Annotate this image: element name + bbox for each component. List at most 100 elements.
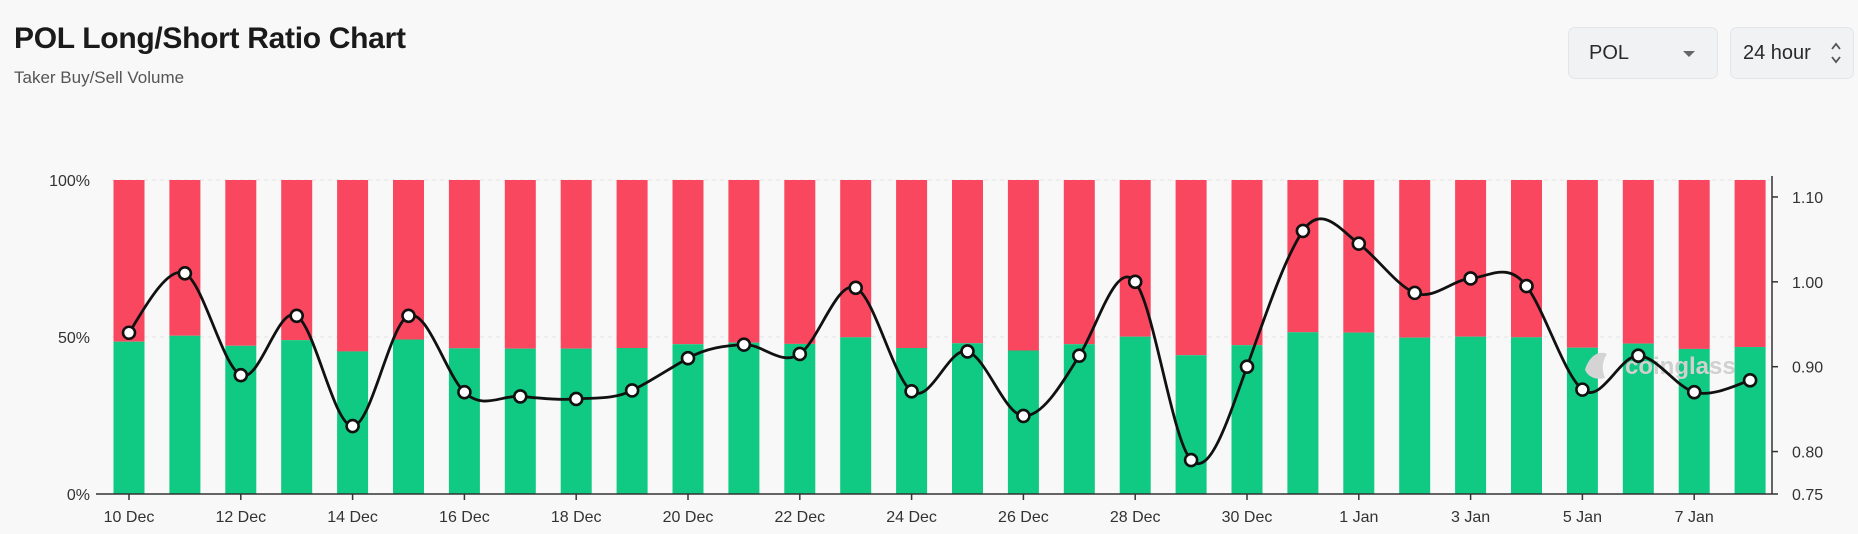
short-bar <box>1175 180 1207 356</box>
short-bar <box>1287 180 1319 333</box>
long-bar <box>169 335 201 494</box>
long-bar <box>1063 344 1095 494</box>
ratio-point <box>1295 223 1311 239</box>
symbol-select[interactable]: POL <box>1568 27 1718 79</box>
long-bar <box>1399 337 1431 494</box>
short-bar <box>1622 180 1654 344</box>
short-bar <box>840 180 872 338</box>
long-bar <box>1343 332 1375 494</box>
ratio-point <box>736 337 752 352</box>
ratio-point <box>1016 408 1031 424</box>
x-axis: 10 Dec 12 Dec 14 Dec 16 Dec 18 Dec 20 Dec 22 D… <box>96 493 1772 526</box>
ratio-point <box>345 418 360 434</box>
long-bar <box>1678 348 1710 494</box>
y-left-tick-label: 0% <box>67 487 90 504</box>
caret-down-icon <box>1683 51 1695 57</box>
y-left-tick-label: 50% <box>58 330 90 347</box>
ratio-point <box>1519 278 1534 294</box>
short-bar <box>504 180 536 349</box>
x-tick-label: 16 Dec <box>439 509 490 526</box>
long-bar <box>616 347 648 494</box>
short-bar <box>952 180 983 344</box>
x-tick-label: 30 Dec <box>1222 509 1273 526</box>
long-bar <box>784 343 816 494</box>
ratio-point <box>1351 236 1367 251</box>
ratio-point <box>1407 285 1422 301</box>
ratio-point <box>1631 348 1646 363</box>
x-tick-label: 18 Dec <box>551 509 602 526</box>
ratio-point <box>960 344 975 359</box>
long-bar <box>1175 355 1207 494</box>
ratio-point <box>457 384 472 400</box>
ratio-point <box>1575 382 1590 397</box>
ratio-line <box>127 217 1751 465</box>
long-bar <box>393 339 424 494</box>
ratio-point <box>177 266 193 281</box>
x-tick-label: 22 Dec <box>774 509 825 526</box>
x-tick-label: 14 Dec <box>327 509 378 526</box>
long-bar <box>1119 336 1151 494</box>
short-bar <box>1399 180 1431 338</box>
ratio-point <box>233 367 249 383</box>
short-bar <box>1063 180 1095 345</box>
long-bar <box>728 342 760 494</box>
updown-chevron-icon <box>1831 42 1841 64</box>
long-bar <box>1455 336 1487 494</box>
x-tick-label: 28 Dec <box>1110 509 1161 526</box>
ratio-points <box>121 223 1758 468</box>
y-axis-left: 0% 50% 100% <box>49 173 90 504</box>
ratio-point <box>904 384 919 399</box>
ratio-point <box>792 346 808 362</box>
short-bar <box>784 180 816 344</box>
long-bar <box>281 340 313 494</box>
long-bar <box>1622 343 1654 494</box>
long-bar <box>448 348 480 494</box>
short-bar <box>728 180 760 343</box>
x-tick-label: 20 Dec <box>663 509 714 526</box>
x-tick-label: 3 Jan <box>1451 509 1490 526</box>
short-bar <box>169 180 201 336</box>
y-right-tick-label: 0.75 <box>1792 487 1823 504</box>
ratio-point <box>568 391 584 407</box>
ratio-point <box>121 325 137 341</box>
ratio-line-path <box>127 217 1751 465</box>
long-bar <box>560 348 592 494</box>
ratio-point <box>1239 359 1255 375</box>
ratio-point <box>1183 452 1199 468</box>
symbol-select-value: POL <box>1589 41 1630 64</box>
ratio-point <box>1686 384 1702 400</box>
ratio-point <box>289 308 305 324</box>
ratio-point <box>401 308 416 324</box>
short-bar <box>560 180 592 349</box>
x-tick-label: 10 Dec <box>104 509 155 526</box>
ratio-point <box>1463 271 1478 286</box>
short-bar <box>1511 180 1542 338</box>
y-right-tick-label: 0.90 <box>1792 360 1823 377</box>
short-bar <box>1007 180 1039 351</box>
interval-select[interactable]: 24 hour <box>1730 27 1854 79</box>
ratio-point <box>1742 372 1758 388</box>
short-bar <box>1119 180 1151 337</box>
ratio-point <box>680 350 696 366</box>
long-bar <box>952 343 983 494</box>
long-bar <box>672 344 704 494</box>
short-bar <box>896 180 928 348</box>
x-tick-label: 24 Dec <box>886 509 937 526</box>
x-tick-label: 26 Dec <box>998 509 1049 526</box>
ratio-point <box>1127 274 1143 290</box>
short-bar <box>1734 180 1766 348</box>
x-tick-label: 7 Jan <box>1675 509 1714 526</box>
short-bar <box>448 180 480 349</box>
chart-title: POL Long/Short Ratio Chart <box>14 22 406 55</box>
short-bar <box>1455 180 1487 337</box>
long-bar <box>113 341 145 494</box>
ratio-point <box>624 383 640 398</box>
ratio-point <box>1072 348 1087 363</box>
short-bar <box>616 180 648 348</box>
short-bar <box>1678 180 1710 349</box>
short-bar <box>337 180 369 352</box>
long-bar <box>896 347 928 494</box>
ratio-point <box>512 389 528 404</box>
y-axis-right: 0.75 0.80 0.90 1.00 1.10 <box>1771 176 1823 504</box>
short-bar <box>672 180 704 345</box>
